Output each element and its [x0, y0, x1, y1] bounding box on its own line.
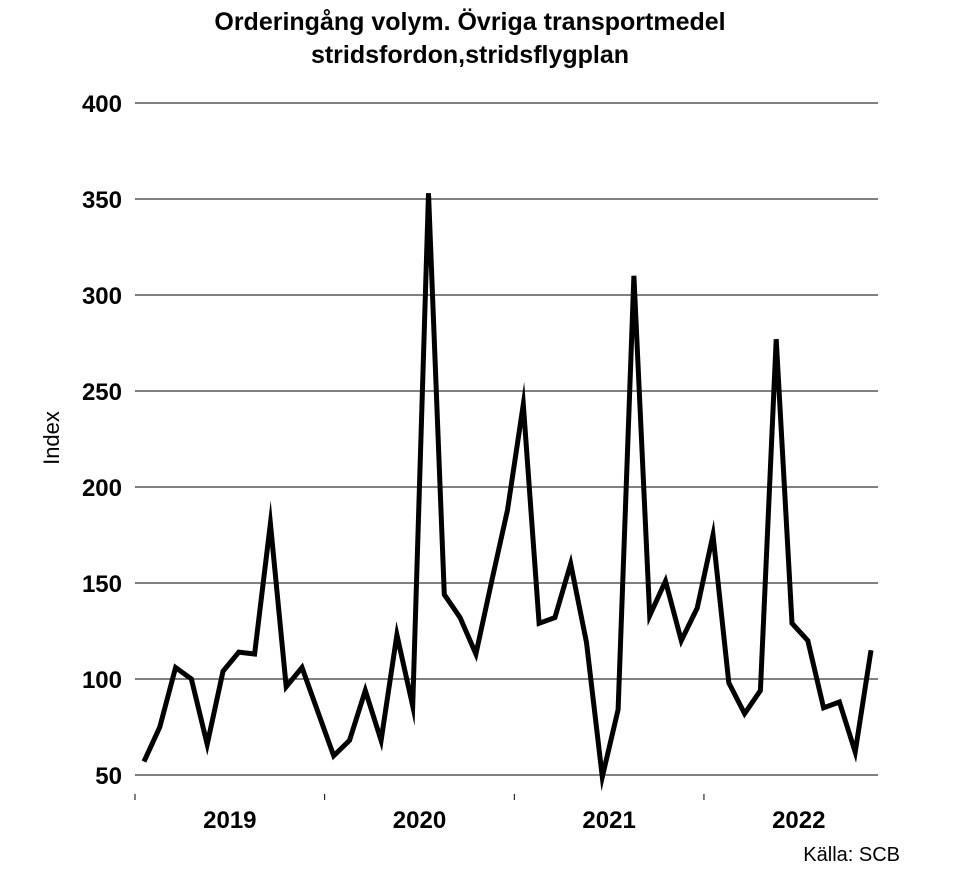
y-tick-label: 50 [95, 763, 122, 790]
data-point [774, 337, 779, 342]
data-point [584, 640, 589, 645]
data-point [363, 688, 368, 693]
x-tick-label: 2022 [772, 807, 825, 834]
data-point [505, 508, 510, 513]
data-point [347, 738, 352, 743]
data-point [521, 402, 526, 407]
data-point [473, 652, 478, 657]
data-point [726, 680, 731, 685]
y-tick-label: 200 [82, 475, 122, 502]
data-point [837, 700, 842, 705]
data-point [284, 684, 289, 689]
data-point [695, 605, 700, 610]
data-point [157, 725, 162, 730]
data-point [758, 688, 763, 693]
y-tick-label: 350 [82, 187, 122, 214]
data-point [616, 707, 621, 712]
y-tick-label: 150 [82, 571, 122, 598]
y-tick-label: 100 [82, 667, 122, 694]
data-point [236, 650, 241, 655]
data-point [442, 592, 447, 597]
data-point [300, 665, 305, 670]
data-point [221, 669, 226, 674]
data-point [173, 665, 178, 670]
data-point [631, 273, 636, 278]
data-point [331, 753, 336, 758]
data-point [710, 533, 715, 538]
y-tick-label: 250 [82, 379, 122, 406]
data-point [853, 749, 858, 754]
y-tick-label: 400 [82, 91, 122, 118]
data-point [663, 579, 668, 584]
chart-title-line-1: Orderingång volym. Övriga transportmedel [214, 8, 726, 36]
data-point [647, 613, 652, 618]
source-note: Källa: SCB [803, 844, 900, 866]
data-point [426, 191, 431, 196]
data-point [537, 621, 542, 626]
series-line [141, 193, 874, 792]
y-tick-label: 300 [82, 283, 122, 310]
data-point [869, 648, 874, 653]
data-point [568, 561, 573, 566]
data-point [600, 774, 605, 779]
data-point [742, 711, 747, 716]
data-point [315, 709, 320, 714]
data-point [789, 621, 794, 626]
data-point [142, 759, 147, 764]
data-point [458, 615, 463, 620]
data-point [252, 652, 257, 657]
data-point [489, 579, 494, 584]
data-point [394, 632, 399, 637]
data-point [189, 677, 194, 682]
x-tick-label: 2020 [393, 807, 446, 834]
chart-title-line-2: stridsfordon,stridsflygplan [310, 41, 630, 69]
chart-title: Orderingång volym. Övriga transportmedel… [0, 6, 940, 72]
data-point [552, 615, 557, 620]
data-point [805, 638, 810, 643]
data-point [821, 705, 826, 710]
data-point [410, 703, 415, 708]
data-point [268, 521, 273, 526]
data-point [205, 742, 210, 747]
x-tick-label: 2021 [582, 807, 635, 834]
x-tick-label: 2019 [203, 807, 256, 834]
data-point [679, 638, 684, 643]
data-point [379, 738, 384, 743]
